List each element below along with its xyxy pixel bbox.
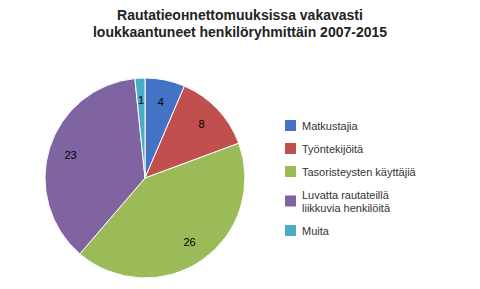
legend-swatch: [285, 196, 296, 207]
legend-swatch: [285, 120, 296, 131]
slice: [135, 78, 145, 178]
legend-label: Matkustajia: [302, 120, 359, 132]
legend-label: Muita: [302, 225, 330, 237]
legend-label: Luvatta rautateilläliikkuvia henkilöitä: [302, 189, 391, 214]
legend-label: Työntekijöitä: [302, 143, 364, 155]
pie: [45, 78, 245, 278]
title: Rautatieонnettomuuksissa vakavastiloukka…: [93, 7, 387, 40]
data-label: 4: [158, 96, 164, 108]
slice: [45, 79, 145, 254]
legend: Matkustajia Työntekijöitä Tasoristeysten k…: [285, 120, 417, 237]
legend-swatch: [285, 225, 296, 236]
legend-swatch: [285, 143, 296, 154]
data-label: 26: [183, 236, 195, 248]
data-label: 1: [138, 94, 144, 106]
chart: Rautatieонnettomuuksissa vakavastiloukka…: [0, 0, 480, 289]
data-labels: 4 8 26 23 1: [64, 94, 204, 248]
legend-swatch: [285, 166, 296, 177]
data-label: 8: [198, 118, 204, 130]
data-label: 23: [64, 149, 76, 161]
legend-label: Tasoristeysten käyttäjiä: [302, 166, 417, 178]
